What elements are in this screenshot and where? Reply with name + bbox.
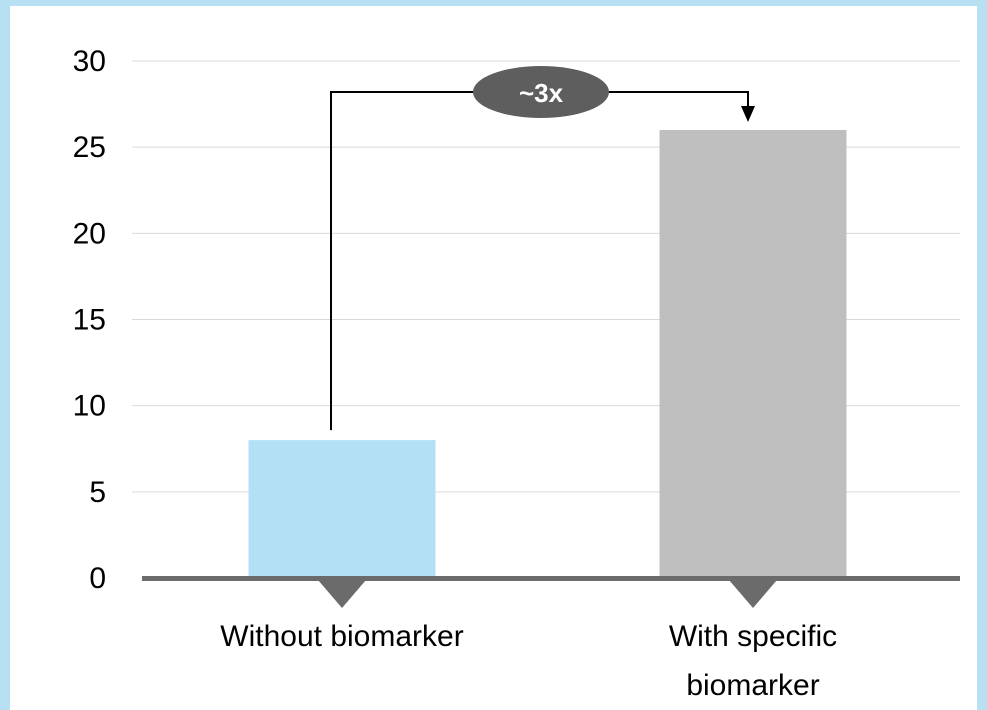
y-tick-label: 25 [73, 131, 106, 164]
x-axis [142, 576, 960, 608]
y-tick-label: 15 [73, 304, 106, 337]
y-tick-label: 30 [73, 45, 106, 78]
bar-chart: 0 5 10 15 20 25 30 Without biomarker With speci… [73, 45, 960, 702]
y-tick-label: 0 [89, 562, 106, 595]
category-label: With specific [669, 620, 837, 653]
x-axis-marker [318, 580, 366, 608]
y-tick-label: 20 [73, 217, 106, 250]
category-label: Without biomarker [220, 620, 463, 653]
comparison-annotation: ~3x [330, 66, 755, 431]
fold-change-label: ~3x [519, 78, 564, 108]
y-axis-ticks: 0 5 10 15 20 25 30 [73, 45, 106, 595]
category-labels: Without biomarker With specific biomarker [220, 620, 837, 702]
chart-frame: 0 5 10 15 20 25 30 Without biomarker With speci… [10, 6, 977, 710]
fold-change-badge [473, 66, 609, 118]
bars [248, 129, 847, 578]
y-tick-label: 10 [73, 390, 106, 423]
arrow-head [741, 106, 755, 122]
x-axis-line [142, 576, 960, 581]
bar-with-specific-biomarker [659, 129, 847, 578]
category-label: biomarker [686, 669, 819, 702]
y-tick-label: 5 [89, 476, 106, 509]
bar-without-biomarker [248, 440, 436, 578]
x-axis-marker [729, 580, 777, 608]
